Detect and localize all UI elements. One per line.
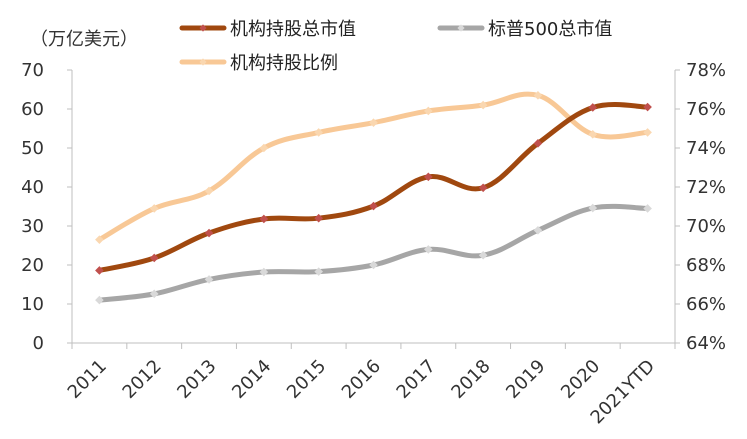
x-tick-label: 2012 [119, 356, 166, 403]
data-point [149, 289, 159, 299]
data-point [588, 103, 598, 112]
left-tick-label: 70 [21, 60, 44, 81]
x-tick-label: 2019 [502, 356, 549, 403]
data-point [95, 235, 104, 244]
data-point [643, 204, 652, 213]
data-point [259, 143, 269, 153]
left-tick-label: 60 [21, 99, 44, 120]
data-point [204, 186, 214, 196]
right-tick-label: 70% [686, 216, 726, 237]
right-tick-label: 76% [686, 99, 726, 120]
series-1 [95, 203, 652, 305]
right-tick-label: 74% [686, 138, 726, 159]
data-point [369, 260, 378, 270]
data-point [643, 128, 652, 137]
data-point [314, 128, 323, 137]
data-point [204, 275, 214, 284]
data-point [149, 204, 159, 213]
left-tick-label: 50 [21, 138, 44, 159]
legend-label: 机构持股总市值 [230, 19, 356, 40]
x-tick-label: 2020 [557, 356, 604, 403]
series-line [96, 101, 651, 273]
data-point [643, 102, 652, 112]
x-tick-label: 2014 [228, 356, 275, 403]
right-tick-label: 78% [686, 60, 726, 81]
x-tick-label: 2018 [447, 356, 494, 403]
legend-item: 标普500总市值 [437, 19, 612, 40]
right-tick-label: 72% [686, 177, 726, 198]
data-point [533, 139, 543, 148]
right-tick-label: 68% [686, 255, 726, 276]
legend-label: 标普500总市值 [488, 19, 612, 40]
legend-swatch-marker [199, 24, 207, 32]
series-0 [95, 101, 652, 275]
legend-item: 机构持股总市值 [179, 19, 356, 40]
data-point [424, 106, 433, 116]
left-tick-label: 0 [33, 333, 44, 354]
data-point [478, 183, 488, 193]
x-tick-label: 2011 [64, 356, 111, 403]
data-point [424, 172, 433, 182]
left-tick-label: 10 [21, 294, 44, 315]
left-axis-unit-label: （万亿美元） [30, 29, 138, 50]
data-point [314, 267, 323, 276]
data-point [588, 130, 598, 139]
data-point [533, 91, 543, 100]
series-line [96, 203, 651, 303]
data-point [259, 214, 269, 224]
axes: 0 10 20 30 40 50 60 70 64% 66% 68% 70% 72% 74% 76% 78% 2… [21, 60, 726, 428]
data-point [533, 225, 543, 235]
data-point [314, 213, 323, 223]
data-point [95, 295, 104, 305]
data-point [204, 228, 214, 238]
x-tick-label: 2013 [173, 356, 220, 403]
legend-label: 机构持股比例 [230, 53, 338, 74]
data-point [149, 253, 159, 263]
x-tick-label: 2015 [283, 356, 330, 403]
legend-item: 机构持股比例 [179, 53, 338, 74]
data-point [478, 250, 488, 260]
left-tick-label: 20 [21, 255, 44, 276]
data-point [259, 267, 269, 277]
data-point [95, 266, 104, 275]
right-tick-label: 66% [686, 294, 726, 315]
x-tick-label: 2016 [338, 356, 385, 403]
data-point [588, 203, 598, 213]
legend-swatch-marker [199, 58, 207, 66]
series-layer [95, 91, 652, 305]
data-point [369, 201, 378, 211]
left-tick-label: 30 [21, 216, 44, 237]
data-point [424, 245, 433, 254]
data-point [478, 100, 488, 110]
left-tick-label: 40 [21, 177, 44, 198]
right-tick-label: 64% [686, 333, 726, 354]
x-tick-label: 2017 [393, 356, 440, 403]
legend-swatch-marker [457, 24, 465, 32]
data-point [369, 118, 378, 127]
series-2 [95, 91, 652, 244]
